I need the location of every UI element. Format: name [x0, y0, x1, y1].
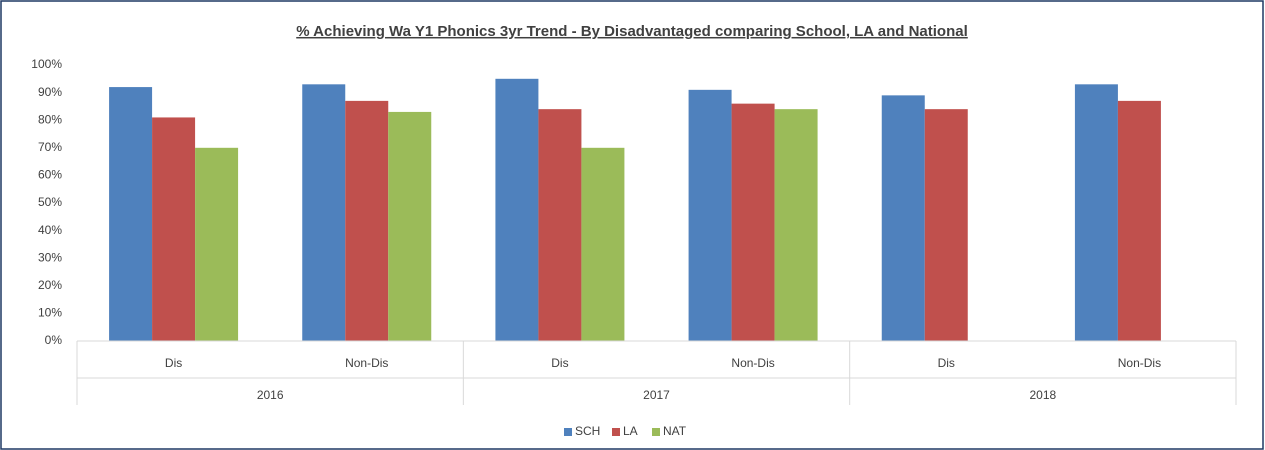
- group-label: 2017: [643, 388, 670, 402]
- x-tick-label: Dis: [551, 356, 568, 370]
- legend-label: LA: [623, 424, 638, 438]
- bar: [195, 147, 239, 341]
- y-tick-label: 0%: [45, 333, 63, 347]
- legend-label: NAT: [663, 424, 687, 438]
- x-tick-label: Non-Dis: [345, 356, 388, 370]
- y-tick-label: 10%: [38, 306, 62, 320]
- y-tick-label: 40%: [38, 223, 62, 237]
- y-tick-label: 60%: [38, 168, 62, 182]
- y-tick-label: 90%: [38, 85, 62, 99]
- legend-swatch: [652, 428, 660, 436]
- bar: [731, 103, 775, 341]
- x-tick-label: Non-Dis: [1118, 356, 1161, 370]
- bar: [1074, 84, 1118, 341]
- legend-swatch: [612, 428, 620, 436]
- y-tick-label: 100%: [31, 57, 62, 71]
- bar: [302, 84, 346, 341]
- y-tick-label: 30%: [38, 250, 62, 264]
- y-tick-label: 80%: [38, 112, 62, 126]
- x-tick-label: Non-Dis: [731, 356, 774, 370]
- y-tick-label: 20%: [38, 278, 62, 292]
- group-label: 2016: [257, 388, 284, 402]
- legend-swatch: [564, 428, 572, 436]
- bar: [388, 111, 432, 341]
- bar: [152, 117, 196, 341]
- y-tick-label: 50%: [38, 195, 62, 209]
- bar: [538, 109, 582, 341]
- bar: [581, 147, 625, 341]
- y-tick-label: 70%: [38, 140, 62, 154]
- chart-title: % Achieving Wa Y1 Phonics 3yr Trend - By…: [296, 23, 968, 40]
- bar: [109, 87, 153, 341]
- group-label: 2018: [1029, 388, 1056, 402]
- x-tick-label: Dis: [165, 356, 182, 370]
- bar: [924, 109, 968, 341]
- bar: [345, 100, 389, 341]
- bar: [688, 89, 732, 341]
- x-tick-label: Dis: [938, 356, 955, 370]
- bar: [495, 78, 539, 342]
- bar: [1117, 100, 1161, 341]
- bar: [774, 109, 818, 341]
- legend-label: SCH: [575, 424, 600, 438]
- bar: [881, 95, 925, 341]
